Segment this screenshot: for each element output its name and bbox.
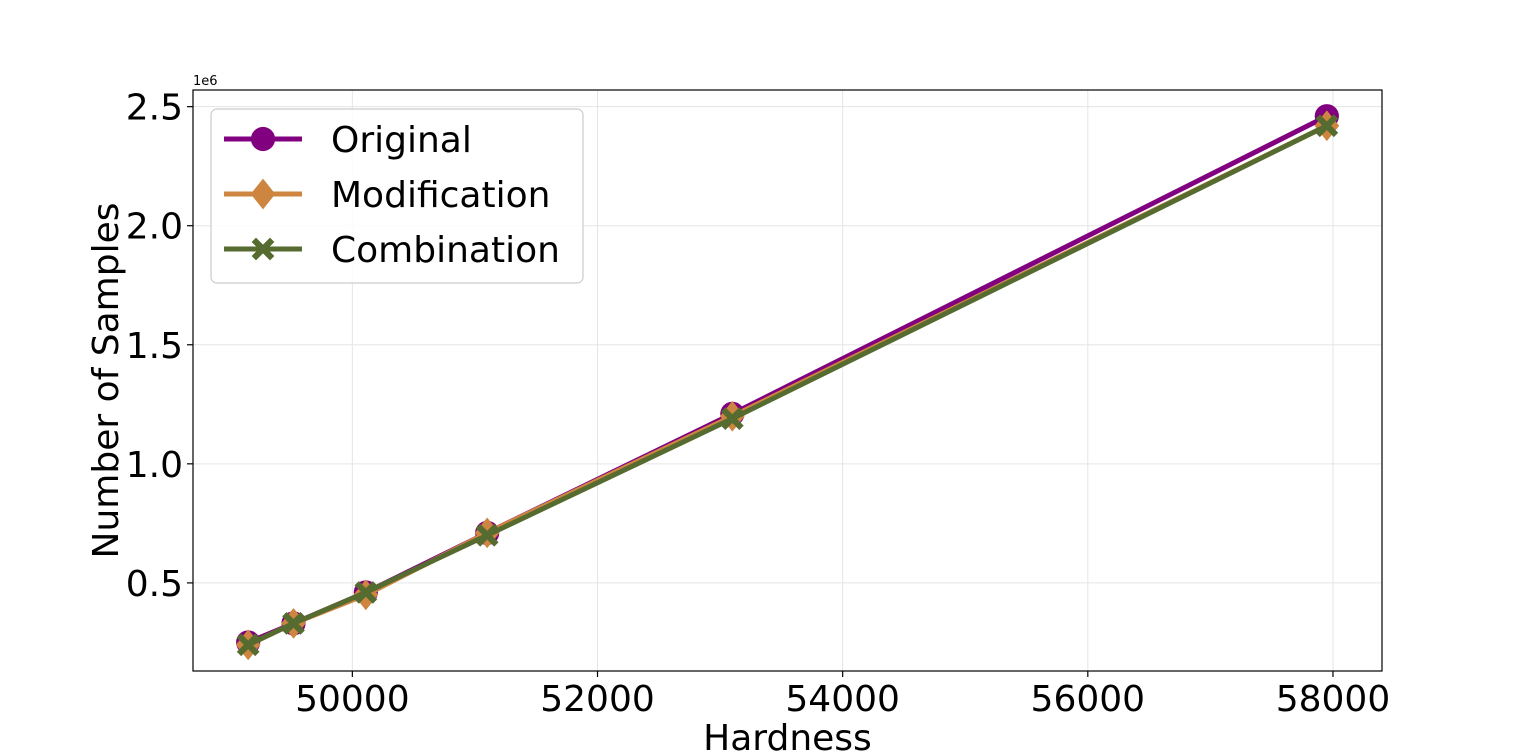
x-tick-label: 58000: [1276, 679, 1391, 720]
y-tick-label: 0.5: [126, 564, 183, 605]
x-tick-label: 52000: [540, 679, 655, 720]
y-tick-label: 1.5: [126, 326, 183, 367]
x-marker-bar: [251, 237, 275, 261]
x-axis-label: Hardness: [703, 718, 872, 754]
legend-label: Original: [331, 120, 472, 161]
y-tick-label: 1.0: [126, 445, 183, 486]
y-tick-label: 2.5: [126, 88, 183, 129]
x-marker-bar: [236, 633, 260, 657]
series-combination: [236, 114, 1339, 657]
y-axis-offset-label: 1e6: [193, 74, 218, 89]
x-marker: [720, 407, 744, 430]
x-marker: [236, 633, 260, 657]
x-marker: [475, 523, 499, 547]
y-tick-label: 2.0: [126, 207, 183, 248]
x-marker: [354, 581, 378, 604]
x-marker-bar: [475, 523, 499, 547]
diamond-marker: [250, 178, 276, 210]
y-axis-label: Number of Samples: [86, 203, 127, 559]
x-marker: [1315, 114, 1339, 138]
plot-area-frame: [192, 89, 1383, 672]
x-marker-bar: [1315, 114, 1339, 138]
x-tick-label: 56000: [1031, 679, 1146, 720]
x-marker-bar: [354, 581, 378, 604]
x-marker: [251, 237, 275, 261]
legend: Original Modification Combination: [210, 108, 584, 284]
circle-marker: [250, 126, 276, 152]
legend-item: Original: [224, 120, 472, 161]
series-group: [235, 104, 1340, 661]
legend-label: Modification: [331, 175, 550, 216]
legend-label: Combination: [331, 230, 560, 271]
x-marker-bar: [720, 407, 744, 430]
axis-ticks: 50000 52000 54000 56000 58000 0.5 1.0 1.5 2.0 2.5: [126, 88, 1391, 720]
legend-item: Modification: [224, 175, 550, 216]
legend-box: [210, 108, 584, 284]
x-marker-bar: [282, 612, 305, 635]
x-marker: [282, 612, 305, 635]
x-tick-label: 54000: [785, 679, 900, 720]
x-tick-label: 50000: [295, 679, 410, 720]
legend-item: Combination: [224, 230, 560, 271]
